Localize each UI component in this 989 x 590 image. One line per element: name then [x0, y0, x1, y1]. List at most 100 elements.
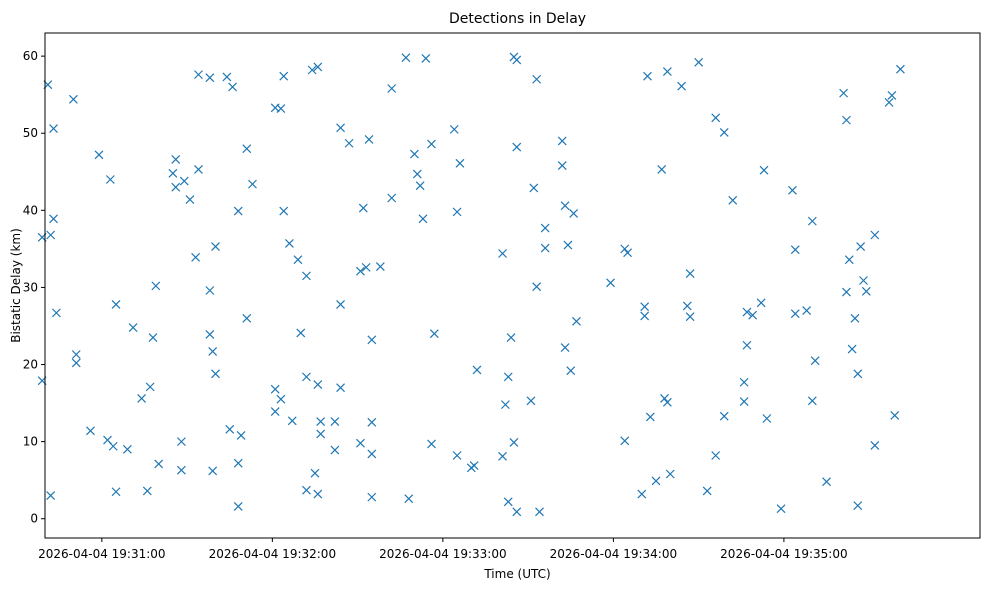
- data-point: [330, 445, 340, 455]
- data-point: [506, 333, 516, 342]
- data-point: [529, 183, 539, 193]
- data-point: [810, 356, 820, 366]
- data-point: [756, 298, 766, 308]
- data-point: [108, 441, 118, 451]
- data-point: [896, 64, 905, 74]
- data-point: [336, 123, 345, 133]
- data-point: [719, 128, 729, 137]
- data-point: [367, 417, 377, 427]
- y-tick-label: 10: [23, 435, 38, 449]
- data-point: [640, 302, 650, 312]
- data-point: [375, 262, 385, 272]
- data-point: [86, 426, 95, 436]
- chart-title: Detections in Delay: [449, 11, 586, 27]
- data-point: [171, 155, 181, 164]
- data-point: [853, 501, 863, 511]
- data-point: [330, 417, 340, 427]
- data-point: [719, 411, 729, 421]
- data-point: [788, 185, 797, 195]
- y-tick-label: 0: [30, 512, 38, 526]
- data-point: [623, 248, 633, 258]
- data-point: [651, 476, 661, 486]
- data-point: [748, 310, 758, 320]
- data-point: [142, 486, 152, 496]
- data-point: [870, 441, 880, 450]
- data-point: [367, 492, 377, 502]
- data-point: [429, 329, 439, 339]
- data-point: [643, 71, 652, 81]
- data-point: [176, 465, 186, 475]
- data-point: [742, 340, 752, 350]
- data-point: [307, 65, 317, 75]
- data-point: [640, 311, 650, 321]
- data-point: [759, 165, 769, 175]
- data-point: [344, 138, 354, 148]
- data-point: [822, 477, 831, 487]
- data-point: [361, 262, 371, 272]
- data-point: [49, 214, 58, 224]
- data-point: [276, 104, 286, 113]
- data-point: [842, 115, 851, 125]
- data-point: [662, 67, 672, 76]
- data-point: [387, 193, 397, 203]
- data-point: [560, 343, 570, 352]
- data-point: [449, 124, 459, 134]
- data-point: [168, 168, 178, 178]
- data-point: [702, 486, 712, 496]
- data-point: [566, 366, 576, 376]
- data-point: [94, 150, 104, 160]
- data-point: [211, 242, 220, 251]
- data-point: [472, 365, 482, 375]
- y-tick-label: 50: [23, 126, 38, 140]
- data-point: [225, 424, 235, 434]
- data-point: [861, 286, 871, 296]
- data-point: [171, 182, 181, 192]
- data-point: [293, 255, 303, 265]
- data-point: [859, 276, 868, 285]
- x-tick-label: 2026-04-04 19:33:00: [379, 547, 506, 561]
- data-point: [71, 350, 81, 359]
- data-point: [310, 468, 320, 478]
- data-point: [665, 469, 675, 479]
- data-point: [387, 84, 397, 93]
- data-point: [279, 206, 289, 216]
- data-point: [242, 144, 252, 154]
- data-point: [296, 328, 306, 338]
- data-point: [137, 394, 147, 403]
- data-point: [421, 54, 431, 63]
- data-point: [884, 97, 894, 107]
- data-point: [532, 74, 542, 84]
- data-point: [222, 72, 232, 82]
- data-point: [890, 410, 900, 420]
- data-point: [176, 437, 186, 447]
- data-point: [762, 414, 772, 423]
- data-point: [839, 88, 849, 98]
- data-point: [503, 372, 513, 382]
- data-point: [228, 82, 237, 92]
- data-point: [233, 206, 243, 216]
- data-point: [572, 316, 581, 326]
- data-point: [455, 158, 465, 168]
- y-tick-label: 60: [23, 49, 38, 63]
- data-point: [790, 245, 800, 255]
- data-point: [111, 487, 121, 497]
- y-tick-label: 30: [23, 280, 38, 294]
- data-point: [154, 459, 164, 469]
- data-point: [287, 416, 297, 426]
- data-point: [313, 380, 323, 389]
- data-point: [145, 382, 155, 392]
- data-point: [498, 451, 507, 461]
- data-point: [512, 55, 522, 65]
- data-point: [367, 449, 377, 459]
- data-point: [711, 113, 721, 123]
- data-point: [418, 214, 428, 224]
- data-point: [194, 70, 203, 80]
- data-point: [302, 271, 311, 281]
- data-point: [356, 438, 365, 448]
- data-point: [606, 278, 615, 288]
- data-point: [415, 181, 425, 191]
- data-point: [51, 308, 61, 318]
- data-point: [509, 437, 519, 447]
- data-point: [191, 252, 201, 262]
